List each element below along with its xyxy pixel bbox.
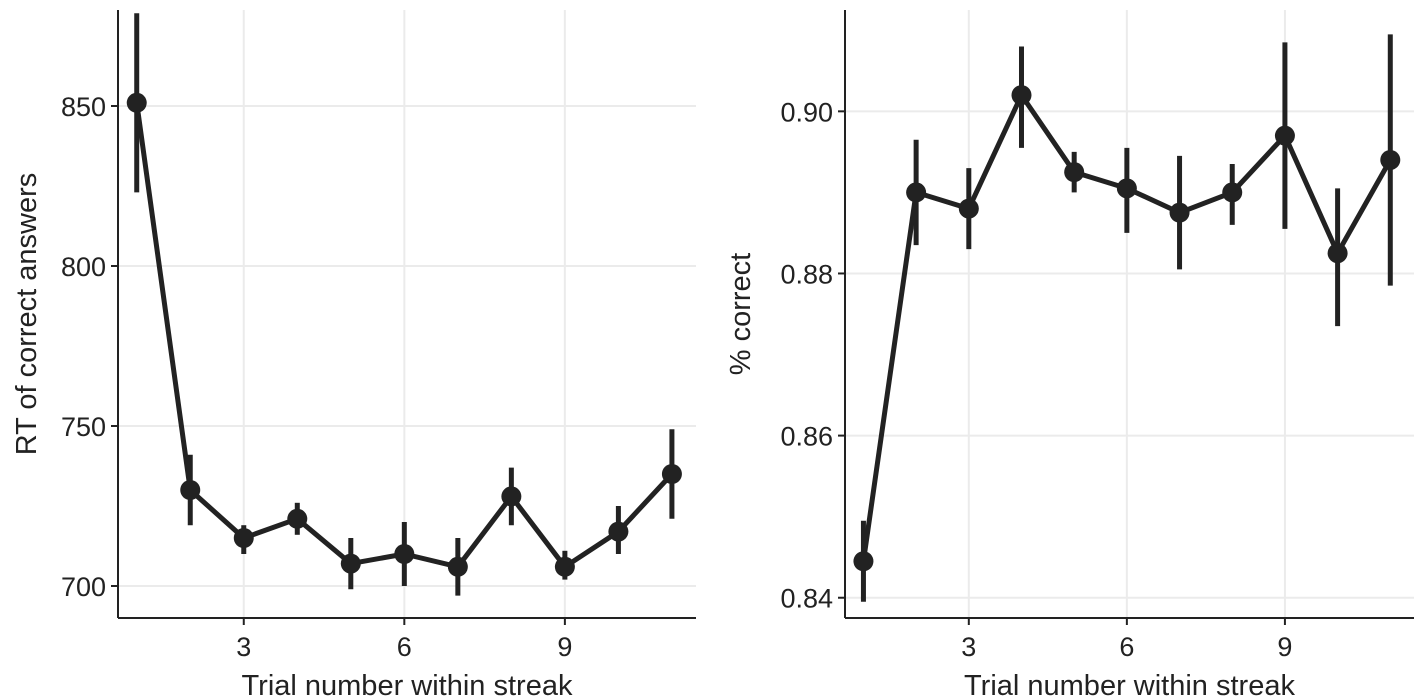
x-axis-title: Trial number within streak [242,670,573,698]
data-point [394,544,415,564]
x-tick-label: 3 [236,632,251,662]
data-point [180,480,201,500]
y-tick-label: 0.88 [780,259,833,289]
data-point [1064,162,1085,183]
y-tick-label: 700 [61,572,106,602]
x-tick-label: 9 [557,632,572,662]
accuracy-panel: 3 6 9 0.84 0.86 0.88 0.90 Trial number within s… [725,10,1414,698]
data-point [126,92,147,113]
data-point [1169,202,1190,223]
data-point [1222,182,1243,203]
rt-panel: 3 6 9 700 750 800 850 Trial number within strea… [11,10,696,698]
data-point [958,198,979,219]
x-tick-label: 6 [1119,632,1134,662]
y-tick-label: 800 [61,252,106,282]
y-tick-label: 0.84 [780,584,833,614]
y-tick-label: 0.90 [780,97,833,127]
data-point [1011,85,1032,106]
data-point [447,556,468,577]
data-point [1327,243,1348,264]
data-point [1380,149,1401,170]
data-point [608,521,629,542]
data-point [287,508,308,529]
y-axis-title: RT of correct answers [11,173,43,456]
x-tick-label: 9 [1277,632,1292,662]
data-point [554,556,575,577]
data-point [340,553,361,574]
data-point [1274,125,1295,146]
data-point [233,528,254,548]
data-point [906,182,927,203]
y-tick-label: 750 [61,412,106,442]
y-tick-label: 850 [61,92,106,122]
data-point [1116,178,1137,199]
data-point [853,551,874,572]
y-axis-title: % correct [725,253,757,375]
data-point [501,486,522,507]
x-axis-title: Trial number within streak [964,670,1295,698]
x-tick-label: 3 [961,632,976,662]
data-point [661,464,682,484]
y-tick-label: 0.86 [780,422,833,452]
x-tick-label: 6 [397,632,412,662]
